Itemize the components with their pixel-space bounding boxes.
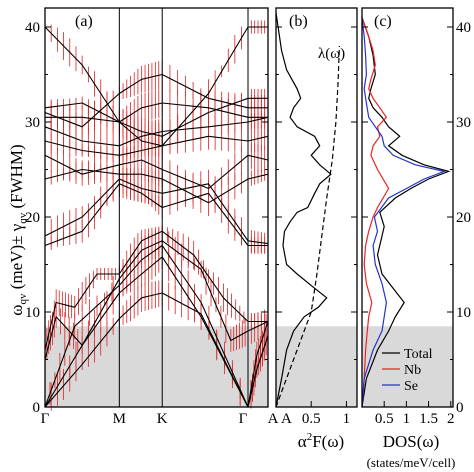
y-tick-label: 40 — [25, 20, 40, 36]
panel-frames — [44, 7, 454, 408]
x-tick-label-0: Γ — [41, 411, 50, 427]
dos-nb-curve — [361, 17, 390, 408]
x-tick-label-1: M — [113, 411, 126, 427]
c-y-tick-label: 40 — [456, 20, 471, 36]
lambda-annotation: λ(ω) — [318, 46, 345, 62]
dos-se-curve — [361, 17, 447, 408]
phonon-band-6 — [44, 178, 269, 245]
panel-frame-2 — [361, 7, 454, 408]
x-tick-label-3: Γ — [239, 411, 248, 427]
panel-frame-0 — [44, 7, 269, 408]
phonon-band-8 — [44, 154, 269, 190]
panel-c-label: (c) — [374, 13, 392, 30]
shaded-region-2 — [362, 326, 453, 407]
b-x-tick-label: 1 — [343, 411, 351, 427]
panel-b-x-label: α2F(ω) — [298, 431, 344, 451]
legend-se-label: Se — [404, 379, 418, 394]
legend-nb-label: Nb — [404, 363, 421, 378]
c-x-tick-label: 1 — [403, 411, 411, 427]
low-energy-shading — [45, 326, 453, 407]
y-tick-label: 30 — [25, 115, 40, 131]
y-tick-label: 0 — [33, 400, 41, 416]
phonon-band-5 — [44, 183, 268, 247]
panel-c-x-label: DOS(ω) — [383, 432, 440, 451]
c-y-tick-label: 20 — [456, 210, 471, 226]
phonon-band-4 — [44, 230, 268, 351]
phonon-band-7 — [44, 168, 269, 204]
c-x-tick-label: 1.5 — [419, 411, 438, 427]
y-tick-label: 20 — [25, 210, 40, 226]
legend-total-label: Total — [404, 347, 433, 362]
c-y-tick-label: 0 — [456, 400, 464, 416]
y-tick-label: 10 — [25, 305, 40, 321]
phonon-band-3 — [44, 240, 269, 360]
c-y-tick-label: 30 — [456, 115, 471, 131]
x-tick-label-2: K — [157, 411, 168, 427]
phonon-band-9 — [44, 135, 269, 156]
dos-panel-curves — [361, 17, 451, 408]
dos-total-curve — [361, 17, 451, 408]
x-tick-label-4: A — [268, 411, 279, 427]
panel-c-x-unit: (states/meV/cell) — [367, 455, 456, 470]
c-y-tick-label: 10 — [456, 305, 471, 321]
lambda-curve — [275, 45, 340, 408]
eliashberg-panel-curves — [275, 12, 340, 408]
panel-a-label: (a) — [75, 13, 93, 30]
phonon-band-11 — [45, 102, 268, 123]
a2f-curve — [275, 12, 332, 408]
phonon-band-14 — [44, 26, 268, 147]
high-symmetry-lines — [118, 8, 249, 407]
b-x-tick-label: 0.5 — [302, 411, 321, 427]
dos-legend: Total Nb Se — [382, 347, 433, 394]
y-axis-label: ωqv (meV)± γqv (FWHM) — [7, 144, 29, 315]
c-x-tick-label: 0.5 — [375, 411, 394, 427]
phonon-band-12 — [44, 73, 268, 128]
panel-frame-1 — [275, 7, 358, 408]
b-x-tick-label: A — [281, 411, 292, 427]
panel-b-label: (b) — [289, 13, 308, 30]
phonon-band-13 — [44, 97, 268, 137]
shaded-region-1 — [276, 326, 357, 407]
c-x-tick-label: 2 — [447, 411, 455, 427]
